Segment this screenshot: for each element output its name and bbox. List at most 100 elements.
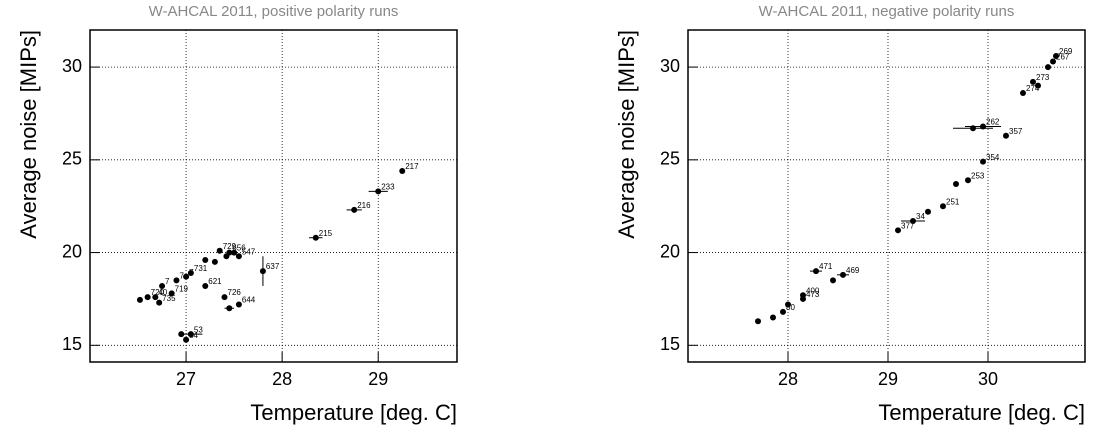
point xyxy=(940,203,946,210)
point-label: 253 xyxy=(971,171,985,180)
point xyxy=(1050,58,1056,65)
point-label: 719 xyxy=(175,284,189,293)
point xyxy=(1035,82,1041,89)
point xyxy=(813,268,819,275)
point xyxy=(1053,52,1059,59)
point xyxy=(840,271,846,278)
point-label: 262 xyxy=(986,118,1000,127)
point-label: 53 xyxy=(194,325,203,334)
x-tick-label: 30 xyxy=(978,369,998,389)
y-axis-label: Average noise [MIPs] xyxy=(614,30,639,239)
point xyxy=(259,268,266,275)
point-label: 274 xyxy=(1026,84,1040,93)
point xyxy=(375,188,382,195)
y-tick-label: 20 xyxy=(660,241,680,261)
point xyxy=(925,208,931,215)
point-label: 7 xyxy=(179,272,184,281)
point xyxy=(1030,78,1036,85)
point-label: 731 xyxy=(194,264,208,273)
point-label: 735 xyxy=(162,294,176,303)
point xyxy=(226,249,233,256)
x-tick-label: 28 xyxy=(272,369,292,389)
point-label: 251 xyxy=(946,197,960,206)
point-label: 729 xyxy=(223,242,237,251)
point xyxy=(159,282,166,289)
point-label: 34 xyxy=(916,212,925,221)
point-label: 471 xyxy=(819,262,833,271)
point-label: 469 xyxy=(846,266,860,275)
point xyxy=(187,331,194,338)
point xyxy=(235,301,242,308)
y-axis-label: Average noise [MIPs] xyxy=(16,30,41,239)
point xyxy=(1045,64,1051,71)
point xyxy=(399,167,406,174)
point-label: 354 xyxy=(986,153,1000,162)
y-tick-label: 30 xyxy=(660,56,680,76)
point xyxy=(173,277,180,284)
point xyxy=(211,258,218,265)
point-label: 637 xyxy=(266,262,280,271)
y-tick-label: 15 xyxy=(62,334,82,354)
point xyxy=(895,227,901,234)
point xyxy=(235,253,242,260)
point-label: 40 xyxy=(158,288,167,297)
point-label: 34 xyxy=(189,331,198,340)
point xyxy=(965,177,971,184)
point xyxy=(202,282,209,289)
point xyxy=(755,318,761,325)
point-label: 656 xyxy=(232,244,246,253)
point-label: 216 xyxy=(357,201,371,210)
point-label: 473 xyxy=(806,290,820,299)
point xyxy=(970,125,976,132)
point-label: 621 xyxy=(208,277,222,286)
point xyxy=(216,247,223,254)
point xyxy=(800,295,806,302)
point-label: 217 xyxy=(405,162,419,171)
y-tick-label: 20 xyxy=(62,241,82,261)
plot-frame xyxy=(687,29,1086,363)
x-axis-label: Temperature [deg. C] xyxy=(250,400,457,425)
point-label: 726 xyxy=(228,288,242,297)
point-label: 644 xyxy=(242,296,256,305)
point-label: 80 xyxy=(786,303,795,312)
chart-title: W-AHCAL 2011, positive polarity runs xyxy=(149,3,399,20)
point xyxy=(785,301,791,308)
point-label: 267 xyxy=(1056,53,1070,62)
point xyxy=(152,294,159,301)
point xyxy=(910,218,916,225)
point xyxy=(221,294,228,301)
point-label: 400 xyxy=(806,286,820,295)
point xyxy=(183,336,190,343)
point xyxy=(980,158,986,165)
point xyxy=(183,273,190,280)
x-tick-label: 29 xyxy=(368,369,388,389)
point xyxy=(136,296,143,303)
y-tick-label: 25 xyxy=(660,149,680,169)
x-axis-label: Temperature [deg. C] xyxy=(878,400,1085,425)
point xyxy=(168,290,175,297)
point xyxy=(187,269,194,276)
point-label: 269 xyxy=(1059,47,1073,56)
plot-frame xyxy=(89,29,458,363)
point xyxy=(231,249,238,256)
x-tick-label: 27 xyxy=(176,369,196,389)
point xyxy=(953,180,959,187)
x-tick-label: 28 xyxy=(778,369,798,389)
y-tick-label: 30 xyxy=(62,56,82,76)
point xyxy=(202,256,209,263)
point-label: 7 xyxy=(165,277,170,286)
point-label: 273 xyxy=(1036,73,1050,82)
point xyxy=(770,314,776,321)
y-tick-label: 25 xyxy=(62,149,82,169)
point-label: 720 xyxy=(151,288,165,297)
point xyxy=(830,277,836,284)
point xyxy=(1003,132,1009,139)
point-label: 215 xyxy=(319,229,333,238)
point xyxy=(780,308,786,315)
point-label: 357 xyxy=(1009,127,1023,136)
x-tick-label: 29 xyxy=(878,369,898,389)
y-tick-label: 15 xyxy=(660,334,680,354)
point xyxy=(144,294,151,301)
point xyxy=(351,206,358,213)
